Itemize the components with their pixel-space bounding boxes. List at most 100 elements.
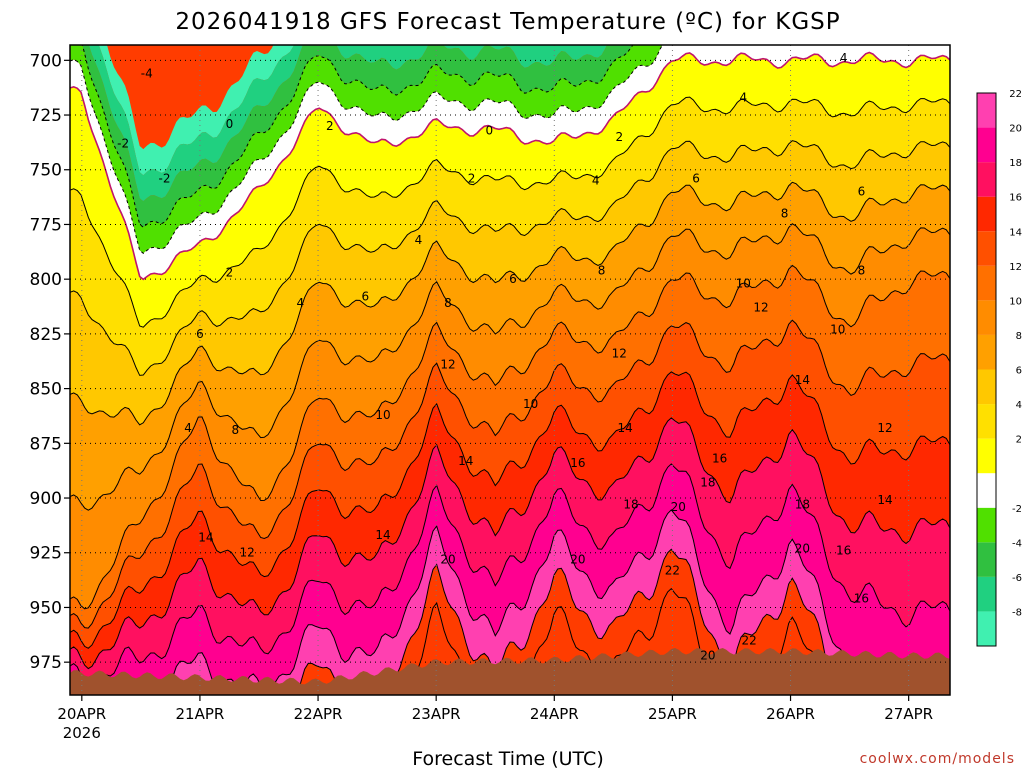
colorbar-label: -4 — [1012, 538, 1022, 549]
y-tick-label: 900 — [30, 489, 62, 509]
contour-labels: -4-2-20 022224444446666688888101010101212… — [117, 51, 893, 662]
isotherm--2 — [70, 45, 663, 254]
colorbar-label: 2 — [1016, 435, 1022, 446]
y-tick-label: 825 — [30, 325, 62, 345]
temp-band-12 — [70, 320, 950, 649]
contour-label: 16 — [836, 544, 851, 558]
contour-label: 6 — [196, 327, 204, 341]
colorbar-label: 20 — [1009, 124, 1022, 135]
colorbar-swatch — [977, 369, 996, 405]
colorbar-label: 8 — [1016, 331, 1022, 342]
x-tick-label: 20APR — [57, 705, 106, 723]
contour-label: 6 — [509, 272, 517, 286]
x-tick-label: 27APR — [884, 705, 933, 723]
isotherm-18 — [70, 463, 950, 690]
y-tick-label: 700 — [30, 51, 62, 71]
contour-label: -4 — [141, 66, 153, 80]
contour-label: 2 — [615, 130, 623, 144]
pressure-axis: 700 725 750 775 800 825 850 875 900 925 950 975 — [30, 51, 70, 673]
contour-label: 12 — [877, 421, 892, 435]
y-tick-label: 750 — [30, 161, 62, 181]
colorbar-label: 14 — [1009, 227, 1022, 238]
x-tick-label: 24APR — [530, 705, 579, 723]
contour-label: 6 — [692, 172, 700, 186]
isotherm-22 — [195, 548, 871, 695]
contour-label: 14 — [877, 493, 892, 507]
contour-label: 16 — [570, 456, 585, 470]
contour-label: 4 — [840, 51, 848, 65]
x-axis-label: Forecast Time (UTC) — [412, 748, 603, 768]
contour-label: 8 — [781, 207, 789, 221]
contour-label: 10 — [523, 397, 538, 411]
temp-band-2 — [70, 97, 950, 376]
y-tick-label: 800 — [30, 270, 62, 290]
contour-label: 18 — [623, 498, 638, 512]
contour-label: 8 — [444, 296, 452, 310]
contour-label: 2 — [226, 266, 234, 280]
temp-band-10 — [70, 265, 950, 629]
x-tick-year: 2026 — [63, 724, 101, 742]
contour-label: 4 — [297, 296, 305, 310]
temp-band-18 — [70, 463, 950, 695]
y-tick-label: 950 — [30, 598, 62, 618]
y-tick-label: 725 — [30, 106, 62, 126]
colorbar: -8 -6 -4 -2 2 4 6 8 10 12 14 16 18 20 22 — [976, 89, 1022, 647]
isotherm-2 — [70, 96, 950, 328]
colorbar-swatch — [977, 162, 996, 197]
contour-label: 0 — [486, 123, 494, 137]
contour-label: 8 — [858, 263, 866, 277]
colorbar-swatch — [977, 231, 996, 266]
colorbar-label: 16 — [1009, 193, 1022, 204]
x-tick-label: 26APR — [766, 705, 815, 723]
colorbar-swatch — [977, 438, 996, 474]
gridlines — [70, 45, 950, 695]
colorbar-label: 10 — [1009, 296, 1022, 307]
isotherm--4 — [81, 45, 634, 228]
contour-label: 18 — [795, 498, 810, 512]
x-tick-label: 25APR — [648, 705, 697, 723]
temperature-fills — [70, 45, 950, 695]
contour-label: 10 — [375, 408, 390, 422]
contour-label: 8 — [598, 263, 606, 277]
y-tick-label: 875 — [30, 434, 62, 454]
x-tick-label: 22APR — [294, 705, 343, 723]
contour-label: 22 — [665, 563, 680, 577]
contour-label: 14 — [198, 530, 213, 544]
colorbar-swatch — [977, 334, 996, 370]
isotherm-12 — [70, 319, 950, 629]
contour-label: 6 — [858, 185, 866, 199]
colorbar-label: -8 — [1012, 607, 1022, 618]
temp-band-14 — [70, 371, 950, 669]
colorbar-swatch — [977, 127, 996, 163]
temp-band--10 — [98, 45, 294, 176]
colorbar-swatch — [977, 542, 996, 577]
temp-band-6 — [70, 182, 950, 511]
contour-label: 20 — [440, 552, 455, 566]
contour-label: 20 — [700, 649, 715, 663]
isotherm-10 — [70, 264, 950, 610]
contour-label: 6 — [361, 290, 369, 304]
temp-band-4 — [70, 140, 950, 425]
colorbar-label: -2 — [1012, 504, 1022, 515]
chart-title: 2026041918 GFS Forecast Temperature (ºC)… — [175, 9, 840, 35]
contour-label: 4 — [592, 174, 600, 188]
contour-label: 14 — [375, 528, 390, 542]
plot-area: -4-2-20 022224444446666688888101010101212… — [70, 45, 950, 695]
contour-label: 4 — [415, 233, 423, 247]
isotherm-0 — [70, 51, 950, 281]
contour-label: 2 — [326, 119, 334, 133]
contour-label: 14 — [458, 454, 473, 468]
temp-band-0 — [70, 52, 950, 328]
site-credit[interactable]: coolwx.com/models — [860, 751, 1015, 767]
temp-band-16 — [70, 417, 950, 689]
contour-label: 22 — [742, 633, 757, 647]
colorbar-label: 18 — [1009, 158, 1022, 169]
contour-label: 12 — [240, 546, 255, 560]
colorbar-swatch — [977, 507, 996, 543]
ground-layer — [70, 648, 950, 695]
colorbar-label: 4 — [1016, 400, 1022, 411]
y-tick-label: 850 — [30, 380, 62, 400]
contour-label: 12 — [612, 347, 627, 361]
